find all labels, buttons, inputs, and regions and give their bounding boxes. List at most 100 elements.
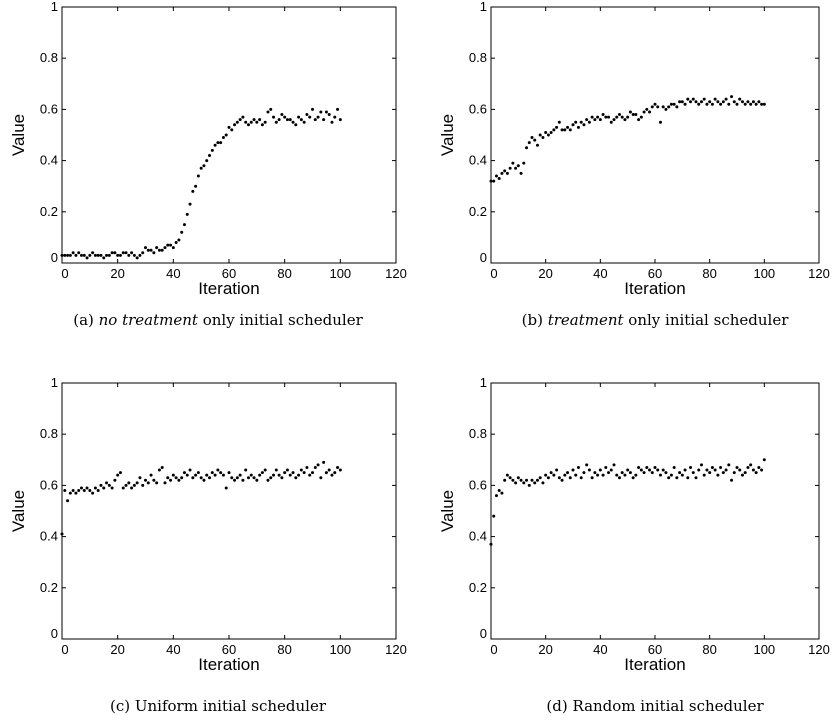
data-point — [230, 476, 234, 480]
data-point — [494, 494, 498, 498]
data-point — [617, 113, 621, 117]
data-point — [555, 468, 559, 472]
data-point — [612, 118, 616, 122]
data-point — [202, 478, 206, 482]
data-point — [333, 471, 337, 475]
data-point — [221, 136, 225, 140]
data-point — [694, 476, 698, 480]
data-point — [675, 105, 679, 109]
data-point — [735, 102, 739, 106]
data-point — [291, 471, 295, 475]
data-point — [607, 471, 611, 475]
data-point — [166, 476, 170, 480]
y-tick-label: 0.8 — [40, 50, 58, 65]
data-point — [601, 113, 605, 117]
data-point — [330, 120, 334, 124]
data-point — [546, 133, 550, 137]
data-point — [63, 253, 67, 257]
data-point — [664, 107, 668, 111]
data-point — [160, 248, 164, 252]
x-tick-label: 80 — [702, 642, 716, 657]
data-point — [180, 476, 184, 480]
data-point — [585, 118, 589, 122]
data-point — [85, 486, 89, 490]
data-point — [604, 465, 608, 469]
data-point — [269, 476, 273, 480]
data-point — [182, 471, 186, 475]
data-point — [552, 128, 556, 132]
data-point — [746, 465, 750, 469]
data-point — [135, 481, 139, 485]
data-point — [620, 471, 624, 475]
data-point — [609, 468, 613, 472]
x-tick-label: 40 — [593, 266, 607, 281]
data-point — [757, 465, 761, 469]
data-point — [527, 141, 531, 145]
data-point — [699, 463, 703, 467]
data-point — [738, 468, 742, 472]
data-point — [124, 483, 128, 487]
data-point — [489, 542, 493, 546]
data-point — [549, 471, 553, 475]
data-point — [338, 468, 342, 472]
data-point — [260, 123, 264, 127]
data-point — [492, 179, 496, 183]
data-point — [185, 473, 189, 477]
data-point — [266, 478, 270, 482]
x-tick-label: 40 — [166, 642, 180, 657]
data-point — [699, 100, 703, 104]
y-tick-label: 0 — [51, 250, 58, 265]
data-point — [489, 179, 493, 183]
data-point — [686, 97, 690, 101]
x-tick-label: 40 — [593, 642, 607, 657]
data-point — [691, 97, 695, 101]
x-tick-label: 120 — [808, 266, 830, 281]
y-tick-label: 0.4 — [40, 529, 58, 544]
y-tick-label: 0.4 — [469, 529, 487, 544]
data-point — [760, 102, 764, 106]
data-point — [110, 251, 114, 255]
y-axis-label: Value — [438, 490, 457, 532]
caption-label: (d) — [546, 697, 572, 715]
plot-frame-c — [61, 382, 397, 640]
data-point — [672, 102, 676, 106]
data-point — [727, 102, 731, 106]
data-point — [60, 253, 64, 257]
data-point — [735, 465, 739, 469]
data-point — [557, 120, 561, 124]
data-point — [658, 120, 662, 124]
data-point — [708, 100, 712, 104]
data-point — [216, 141, 220, 145]
data-point — [96, 489, 100, 493]
data-point — [274, 120, 278, 124]
data-point — [322, 460, 326, 464]
data-point — [169, 243, 173, 247]
data-point — [191, 189, 195, 193]
data-point — [617, 476, 621, 480]
data-point — [155, 246, 159, 250]
data-point — [582, 471, 586, 475]
data-point — [210, 148, 214, 152]
data-point — [322, 118, 326, 122]
data-point — [713, 97, 717, 101]
data-point — [130, 251, 134, 255]
data-point — [269, 107, 273, 111]
data-point — [135, 256, 139, 260]
data-point — [258, 473, 262, 477]
data-point — [656, 468, 660, 472]
data-point — [522, 161, 526, 165]
data-point — [549, 130, 553, 134]
data-point — [160, 465, 164, 469]
data-point — [751, 468, 755, 472]
data-point — [288, 118, 292, 122]
caption-label: (a) — [73, 311, 98, 329]
data-point — [171, 473, 175, 477]
data-point — [697, 102, 701, 106]
y-axis-label: Value — [438, 114, 457, 156]
data-point — [244, 468, 248, 472]
data-point — [713, 468, 717, 472]
data-point — [233, 478, 237, 482]
data-point — [533, 481, 537, 485]
data-point — [538, 476, 542, 480]
